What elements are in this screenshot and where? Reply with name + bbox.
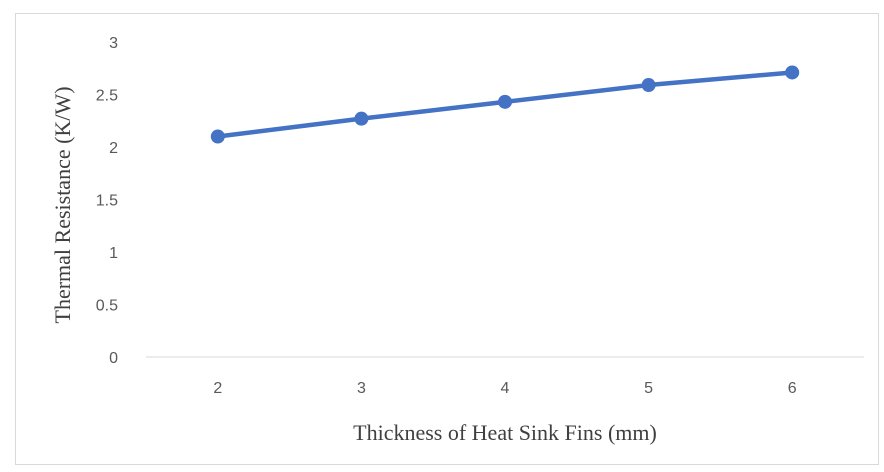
chart-frame — [15, 13, 879, 465]
y-tick-label: 1 — [109, 245, 118, 262]
x-tick-label: 3 — [357, 380, 366, 397]
y-tick-label: 2.5 — [96, 88, 118, 105]
y-tick-label: 0.5 — [96, 298, 118, 315]
x-tick-label: 4 — [501, 380, 510, 397]
x-tick-label: 2 — [213, 380, 222, 397]
data-point-marker — [785, 65, 800, 80]
y-axis-title: Thermal Resistance (K/W) — [50, 86, 75, 323]
y-tick-label: 0 — [109, 350, 118, 367]
data-point-marker — [354, 111, 369, 126]
x-axis-title: Thickness of Heat Sink Fins (mm) — [353, 420, 657, 445]
data-point-marker — [210, 129, 225, 144]
y-tick-labels: 0 0.5 1 1.5 2 2.5 3 — [96, 35, 118, 367]
y-tick-label: 1.5 — [96, 193, 118, 210]
x-tick-label: 6 — [788, 380, 797, 397]
data-point-marker — [498, 94, 512, 109]
series-group — [210, 65, 800, 144]
x-tick-labels: 2 3 4 5 6 — [213, 380, 796, 397]
y-tick-label: 2 — [109, 140, 118, 157]
x-tick-label: 5 — [644, 380, 653, 397]
data-point-marker — [641, 78, 656, 93]
y-tick-label: 3 — [109, 35, 118, 52]
